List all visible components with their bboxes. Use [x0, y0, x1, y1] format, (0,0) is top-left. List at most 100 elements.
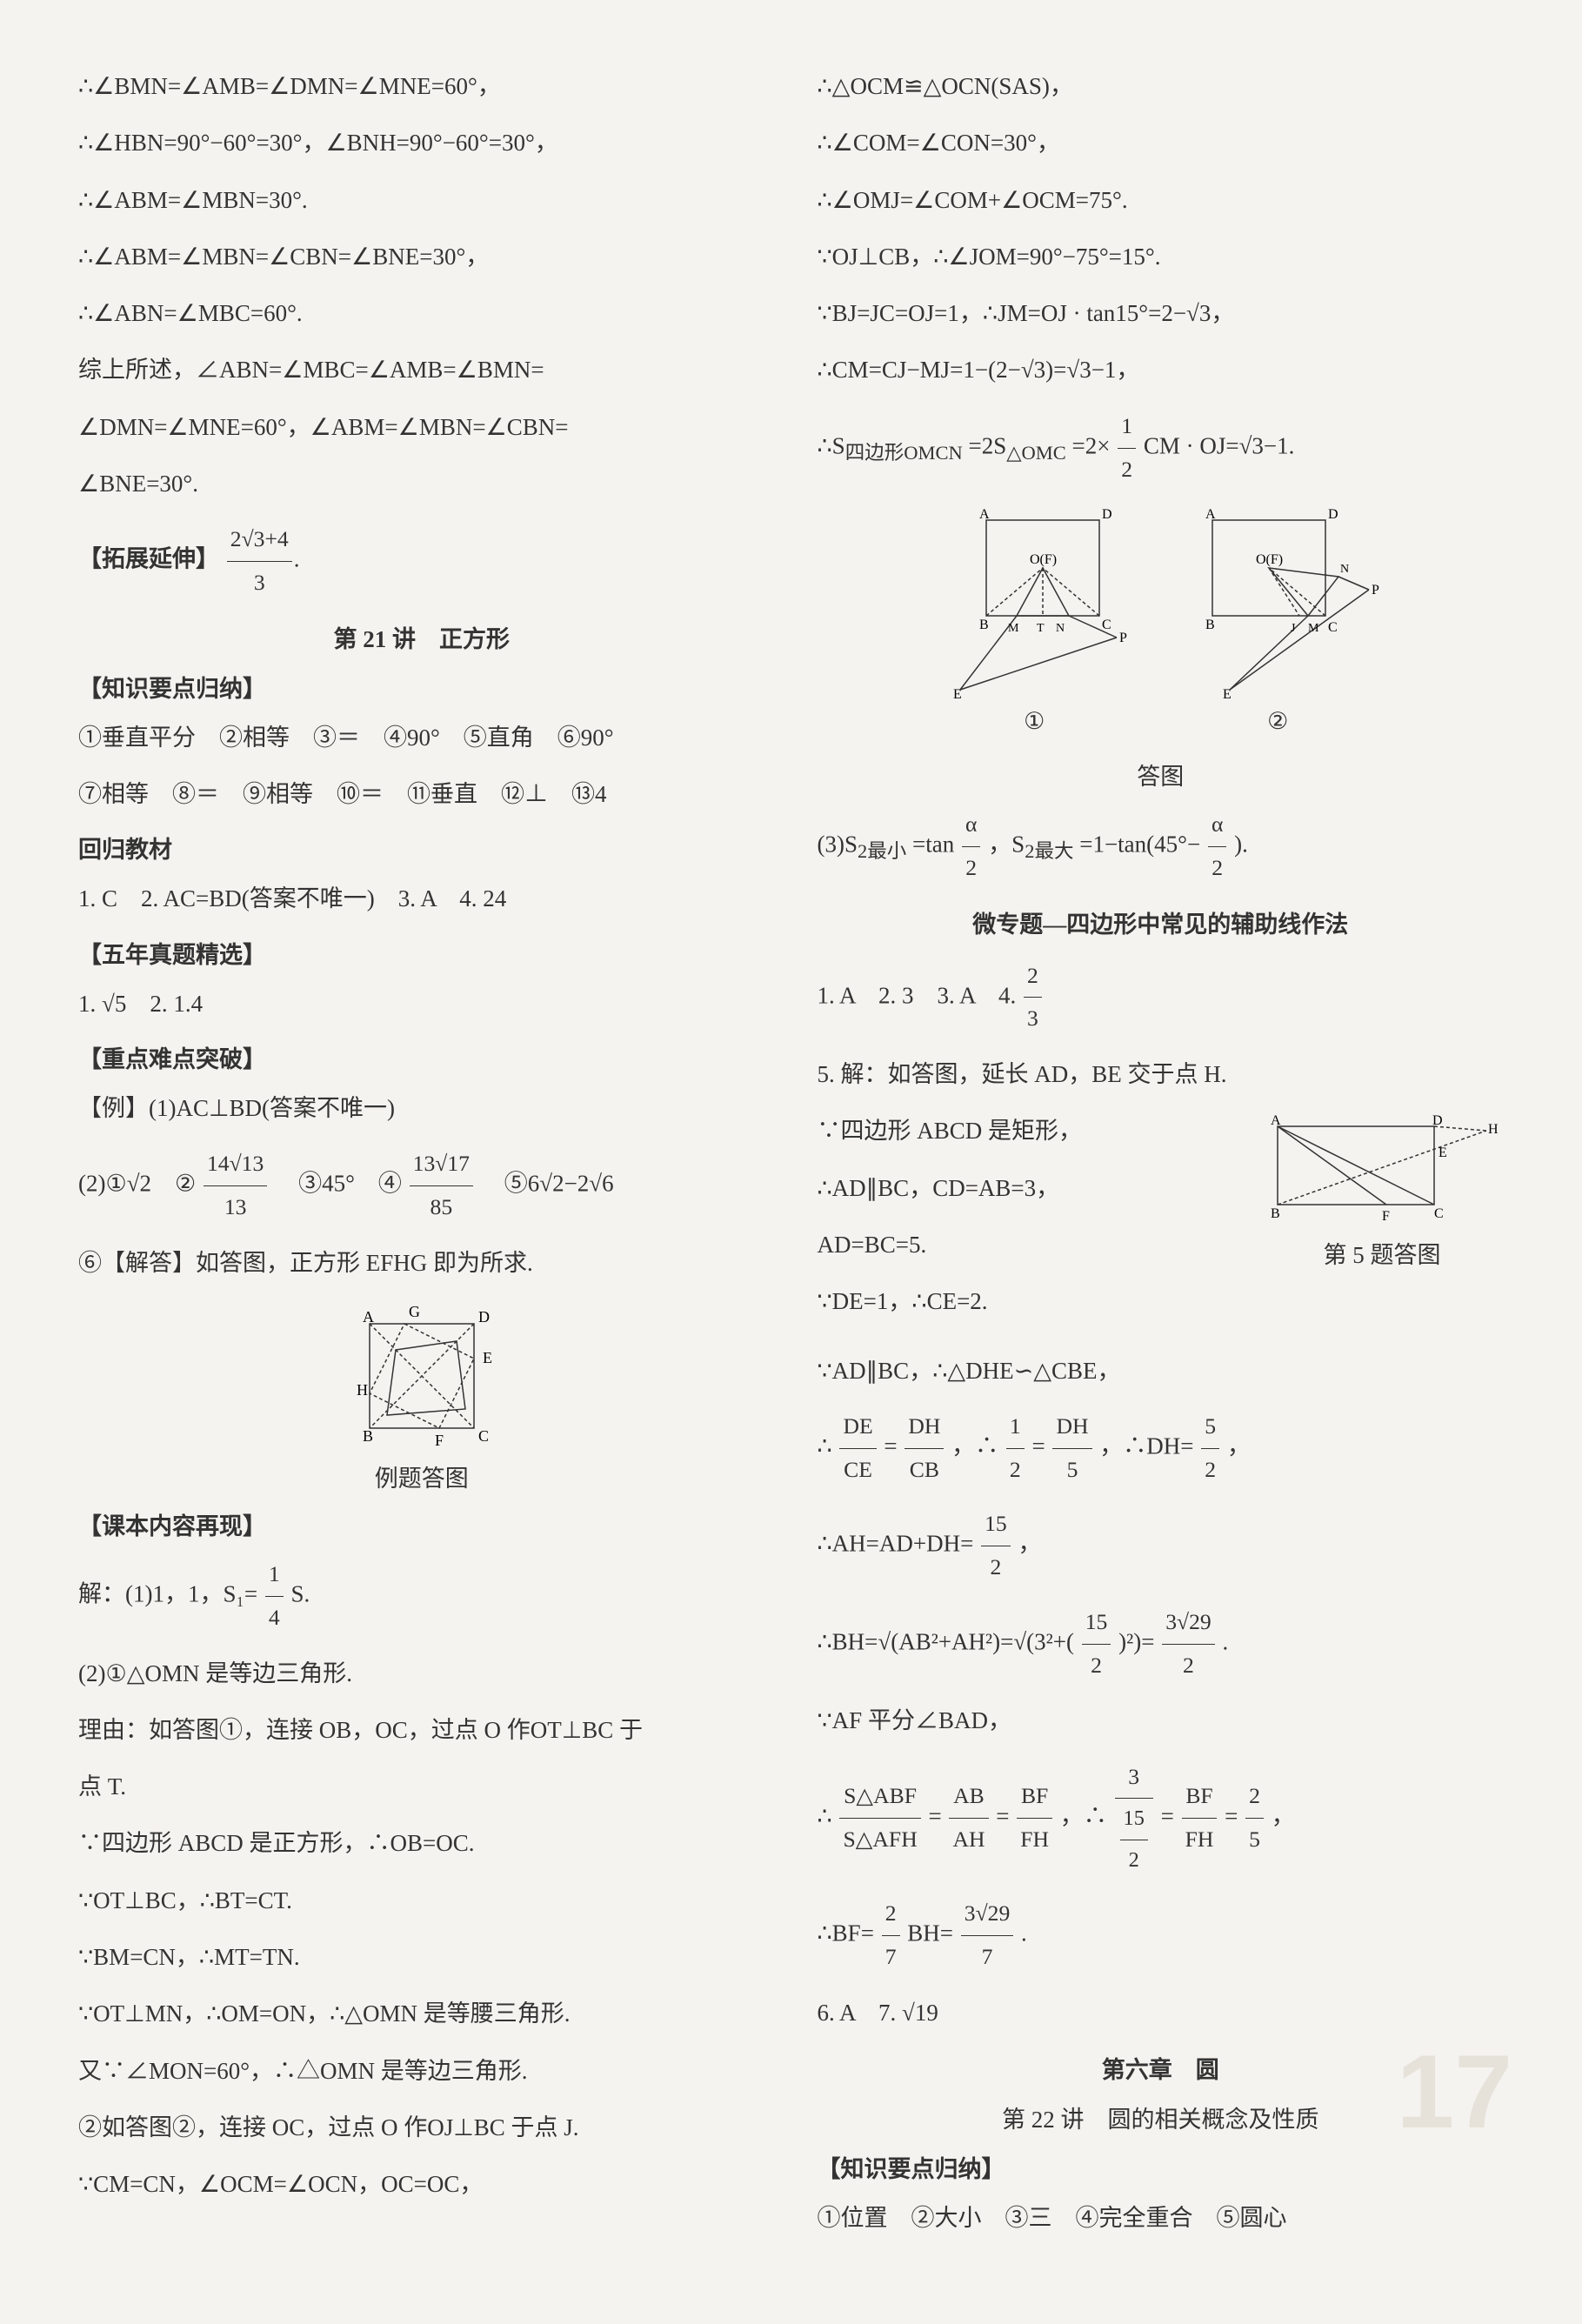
label-B: B	[1205, 618, 1215, 632]
text-span: ∴AH=AD+DH=	[818, 1531, 974, 1557]
answer-figure-caption: 答图	[818, 758, 1505, 791]
fraction-num: 5	[1201, 1406, 1219, 1449]
label-H: H	[357, 1381, 368, 1399]
math-line: ∵CM=CN，∠OCM=∠OCN，OC=OC，	[78, 2162, 765, 2207]
square-omn-diagram-2: A D B C O(F) N J M E P	[1169, 503, 1386, 703]
math-line: ②如答图②，连接 OC，过点 O 作OJ⊥BC 于点 J.	[78, 2106, 765, 2150]
square-omn-diagram-1: A D B C O(F) M T N E P	[934, 503, 1134, 703]
answers-6-7: 6. A 7. √19	[818, 1991, 1505, 2035]
math-line: ∴S四边形OMCN =2S△OMC =2× 1 2 CM · OJ=√3−1.	[818, 405, 1505, 491]
answer-figure-1: A D B C O(F) M T N E P ①	[934, 503, 1134, 747]
example-1: 【例】(1)AC⊥BD(答案不唯一)	[78, 1086, 765, 1131]
text-span: 1. A 2. 3 3. A 4.	[818, 982, 1023, 1008]
fraction-num: BF	[1017, 1775, 1052, 1819]
text-span: =	[1161, 1803, 1174, 1829]
fraction-den: 13	[204, 1186, 267, 1229]
fraction-num: α	[962, 804, 980, 847]
label-D: D	[1432, 1113, 1443, 1128]
fraction: 1 4	[265, 1553, 284, 1639]
fraction: 3√297	[961, 1893, 1014, 1978]
fraction-den: 2	[962, 847, 980, 890]
label-C: C	[1434, 1206, 1444, 1221]
text-span: ).	[1234, 831, 1248, 858]
problem-5-figure: A D H B C E F 第 5 题答图	[1260, 1109, 1504, 1282]
math-line: ∠DMN=∠MNE=60°，∠ABM=∠MBN=∠CBN=	[78, 405, 765, 450]
fraction: 25	[1245, 1775, 1264, 1860]
text-span: BH=	[907, 1920, 953, 1946]
text-span: ，∴	[951, 1432, 998, 1459]
fraction-num: 13√17	[410, 1143, 473, 1186]
fraction: DECE	[839, 1406, 876, 1491]
label-C: C	[1328, 620, 1338, 635]
math-line: 又∵∠MON=60°，∴△OMN 是等边三角形.	[78, 2049, 765, 2094]
fraction-den: 2	[1006, 1449, 1025, 1492]
extension-label: 【拓展延伸】	[78, 546, 219, 572]
fraction-num: 2	[1245, 1775, 1264, 1819]
answer-figure-2: A D B C O(F) N J M E P ②	[1169, 503, 1386, 747]
text-span: =	[1225, 1803, 1238, 1829]
label-M: M	[1308, 622, 1319, 635]
fraction-den: 5	[1052, 1449, 1091, 1492]
problem-5-line: 5. 解：如答图，延长 AD，BE 交于点 H.	[818, 1052, 1505, 1097]
fraction: BFFH	[1182, 1775, 1218, 1860]
fraction-den: 5	[1245, 1819, 1264, 1861]
fraction: 52	[1201, 1406, 1219, 1491]
math-line: ∴∠ABM=∠MBN=30°.	[78, 178, 765, 223]
math-line: ∵AD∥BC，∴△DHE∽△CBE，	[818, 1349, 1505, 1393]
subscript: 四边形OMCN	[845, 442, 963, 464]
text-span: =	[996, 1803, 1009, 1829]
math-line: ∠BNE=30°.	[78, 462, 765, 506]
label-N: N	[1340, 563, 1349, 576]
fraction-num: 15	[1082, 1601, 1111, 1645]
text-span: ③45° ④	[275, 1171, 402, 1197]
math-line: ∴BH=√(AB²+AH²)=√(3²+( 152 )²)= 3√292 .	[818, 1601, 1505, 1686]
math-line: ∴∠HBN=90°−60°=30°，∠BNH=90°−60°=30°，	[78, 121, 765, 165]
math-line: ∴∠OMJ=∠COM+∠OCM=75°.	[818, 178, 1505, 223]
answer-figures: A D B C O(F) M T N E P ①	[818, 503, 1505, 747]
figure-example: A B C D G E F H 例题答图	[326, 1298, 517, 1493]
solution-1: 解：(1)1，1，S₁= 1 4 S.	[78, 1553, 765, 1639]
text-span: =	[884, 1432, 897, 1459]
fraction-num: DE	[839, 1406, 876, 1449]
math-line: 理由：如答图①，连接 OB，OC，过点 O 作OT⊥BC 于	[78, 1708, 765, 1753]
math-line: ∴∠ABN=∠MBC=60°.	[78, 291, 765, 336]
chapter-6-section: 第六章 圆 第 22 讲 圆的相关概念及性质	[818, 2051, 1505, 2134]
text-span: ，	[1272, 1803, 1295, 1829]
fraction-num: 3	[1115, 1756, 1153, 1800]
math-line: ∴△OCM≌△OCN(SAS)，	[818, 64, 1505, 109]
label-P: P	[1119, 631, 1127, 645]
text-span: ，∴	[1060, 1803, 1107, 1829]
label-D: D	[1328, 507, 1338, 522]
fraction-den: 2	[1118, 449, 1136, 491]
fraction-num: BF	[1182, 1775, 1218, 1819]
text-span: ∴S	[818, 432, 845, 458]
fraction-num: AB	[949, 1775, 988, 1819]
text-span: ∴	[818, 1432, 832, 1459]
label-C: C	[478, 1427, 489, 1445]
math-line: ∴∠COM=∠CON=30°，	[818, 121, 1505, 165]
fraction-num: 1	[1118, 405, 1136, 449]
fraction: α 2	[1208, 804, 1226, 889]
fraction: DHCB	[904, 1406, 944, 1491]
text-span: =tan	[912, 831, 954, 858]
past-exam-label: 【五年真题精选】	[78, 936, 765, 970]
math-line: ∵OT⊥MN，∴OM=ON，∴△OMN 是等腰三角形.	[78, 1992, 765, 2036]
rectangle-abcd-diagram: A D H B C E F	[1260, 1109, 1504, 1231]
fraction: 27	[882, 1893, 900, 1978]
text-span: (3)S	[818, 831, 858, 858]
label-H: H	[1488, 1122, 1499, 1137]
text-span: ∴BF=	[818, 1920, 874, 1946]
example-6-label: ⑥【解答】如答图，正方形 EFHG 即为所求.	[78, 1241, 765, 1286]
fraction-num: 3√29	[1162, 1601, 1215, 1645]
text-span: =2S	[968, 432, 1006, 458]
text-span: .	[1222, 1628, 1228, 1654]
micro-topic-heading: 微专题—四边形中常见的辅助线作法	[818, 905, 1505, 939]
fraction-den: 7	[961, 1936, 1014, 1979]
label-J: J	[1291, 622, 1296, 635]
fraction-den: FH	[1017, 1819, 1052, 1861]
label-D: D	[1102, 507, 1112, 522]
fraction: 3 152	[1115, 1756, 1153, 1880]
label-D: D	[478, 1308, 490, 1326]
math-line: ∴BF= 27 BH= 3√297 .	[818, 1893, 1505, 1978]
text-span: ，	[1018, 1531, 1042, 1557]
